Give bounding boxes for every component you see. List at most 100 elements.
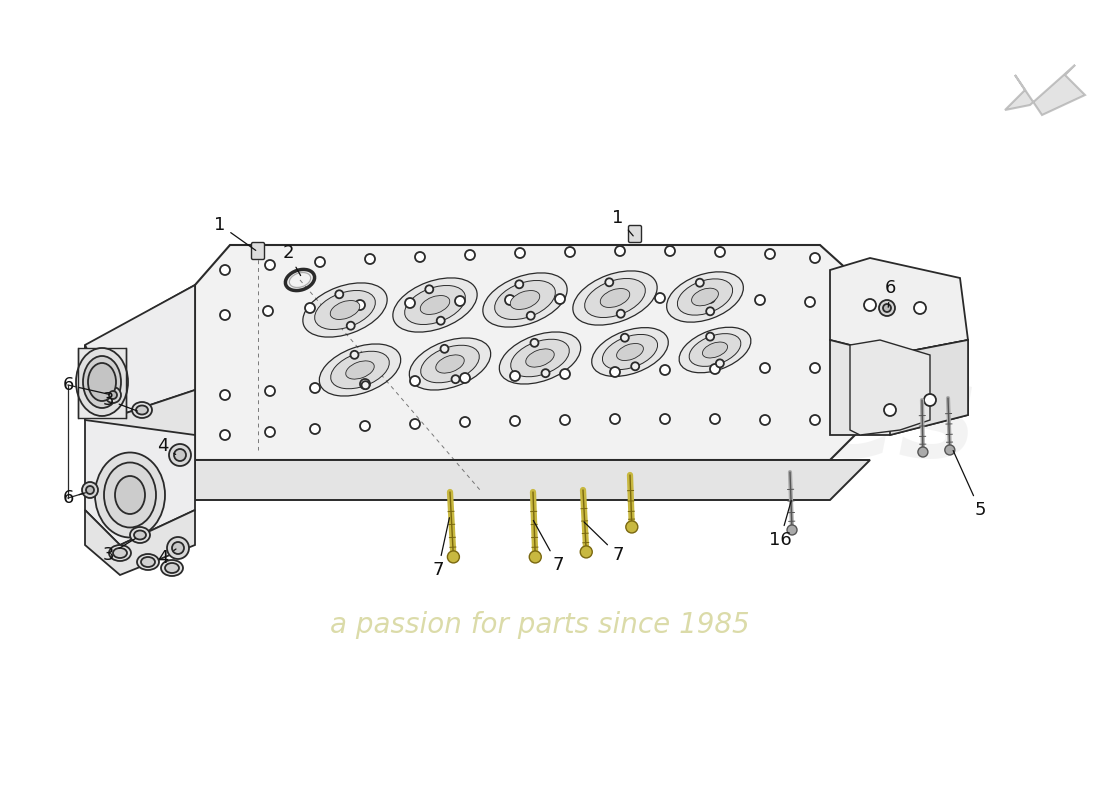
Circle shape xyxy=(620,334,629,342)
Circle shape xyxy=(437,317,444,325)
Polygon shape xyxy=(78,348,126,418)
Circle shape xyxy=(810,415,820,425)
Circle shape xyxy=(530,339,539,347)
Text: 7: 7 xyxy=(432,518,450,579)
Circle shape xyxy=(104,387,121,403)
Polygon shape xyxy=(85,420,195,545)
Circle shape xyxy=(945,445,955,455)
Ellipse shape xyxy=(161,560,183,576)
Circle shape xyxy=(560,369,570,379)
Ellipse shape xyxy=(601,289,630,307)
Circle shape xyxy=(220,310,230,320)
Ellipse shape xyxy=(692,288,718,306)
Text: 2: 2 xyxy=(283,244,300,275)
Circle shape xyxy=(220,390,230,400)
Circle shape xyxy=(565,247,575,257)
Ellipse shape xyxy=(499,332,581,384)
Circle shape xyxy=(460,373,470,383)
Circle shape xyxy=(924,394,936,406)
Circle shape xyxy=(610,414,620,424)
Circle shape xyxy=(448,551,460,563)
Circle shape xyxy=(760,363,770,373)
Ellipse shape xyxy=(393,278,477,332)
Text: 7: 7 xyxy=(534,521,563,574)
Circle shape xyxy=(351,351,359,359)
Circle shape xyxy=(760,415,770,425)
Text: 3: 3 xyxy=(102,538,135,564)
Ellipse shape xyxy=(495,281,556,319)
Circle shape xyxy=(617,310,625,318)
Ellipse shape xyxy=(603,334,658,370)
Circle shape xyxy=(541,369,550,377)
Circle shape xyxy=(654,293,666,303)
Circle shape xyxy=(315,257,324,267)
Circle shape xyxy=(666,246,675,256)
Polygon shape xyxy=(890,340,968,435)
Circle shape xyxy=(626,521,638,533)
Ellipse shape xyxy=(319,344,400,396)
Text: 6: 6 xyxy=(63,489,86,507)
Circle shape xyxy=(169,444,191,466)
Circle shape xyxy=(696,278,704,286)
Circle shape xyxy=(336,290,343,298)
Circle shape xyxy=(764,249,776,259)
Text: 3: 3 xyxy=(102,391,138,411)
Ellipse shape xyxy=(134,530,146,539)
Circle shape xyxy=(706,333,714,341)
Circle shape xyxy=(360,421,370,431)
Polygon shape xyxy=(830,258,968,355)
Circle shape xyxy=(455,296,465,306)
Ellipse shape xyxy=(420,295,450,314)
Ellipse shape xyxy=(690,334,740,366)
Circle shape xyxy=(465,250,475,260)
Ellipse shape xyxy=(483,273,568,327)
Circle shape xyxy=(917,447,928,457)
Circle shape xyxy=(660,414,670,424)
Polygon shape xyxy=(195,460,870,500)
Circle shape xyxy=(879,300,895,316)
Circle shape xyxy=(580,546,592,558)
Text: 16: 16 xyxy=(769,501,791,549)
Ellipse shape xyxy=(405,286,465,325)
Ellipse shape xyxy=(420,346,480,382)
Circle shape xyxy=(805,297,815,307)
Circle shape xyxy=(86,486,94,494)
Text: 1: 1 xyxy=(613,209,634,236)
Circle shape xyxy=(405,298,415,308)
Circle shape xyxy=(305,303,315,313)
Ellipse shape xyxy=(104,462,156,527)
Circle shape xyxy=(786,525,798,535)
Circle shape xyxy=(705,293,715,303)
Circle shape xyxy=(220,430,230,440)
Circle shape xyxy=(515,280,524,288)
FancyBboxPatch shape xyxy=(252,242,264,259)
Polygon shape xyxy=(85,510,195,575)
Circle shape xyxy=(560,415,570,425)
Circle shape xyxy=(605,278,614,286)
Ellipse shape xyxy=(116,476,145,514)
Circle shape xyxy=(109,391,117,399)
Circle shape xyxy=(755,295,764,305)
Ellipse shape xyxy=(526,349,554,367)
Circle shape xyxy=(527,312,535,320)
Ellipse shape xyxy=(678,279,733,315)
Circle shape xyxy=(715,247,725,257)
Ellipse shape xyxy=(330,301,360,319)
Polygon shape xyxy=(150,285,195,500)
Ellipse shape xyxy=(510,339,570,377)
Text: 4: 4 xyxy=(157,549,176,567)
Circle shape xyxy=(460,417,470,427)
Circle shape xyxy=(174,449,186,461)
Polygon shape xyxy=(195,245,870,460)
Circle shape xyxy=(810,363,820,373)
Text: 6: 6 xyxy=(63,376,109,394)
Circle shape xyxy=(710,364,720,374)
Circle shape xyxy=(426,286,433,294)
Circle shape xyxy=(360,379,370,389)
Circle shape xyxy=(529,551,541,563)
Circle shape xyxy=(605,293,615,303)
Circle shape xyxy=(510,371,520,381)
Circle shape xyxy=(365,254,375,264)
Circle shape xyxy=(265,427,275,437)
Circle shape xyxy=(556,294,565,304)
